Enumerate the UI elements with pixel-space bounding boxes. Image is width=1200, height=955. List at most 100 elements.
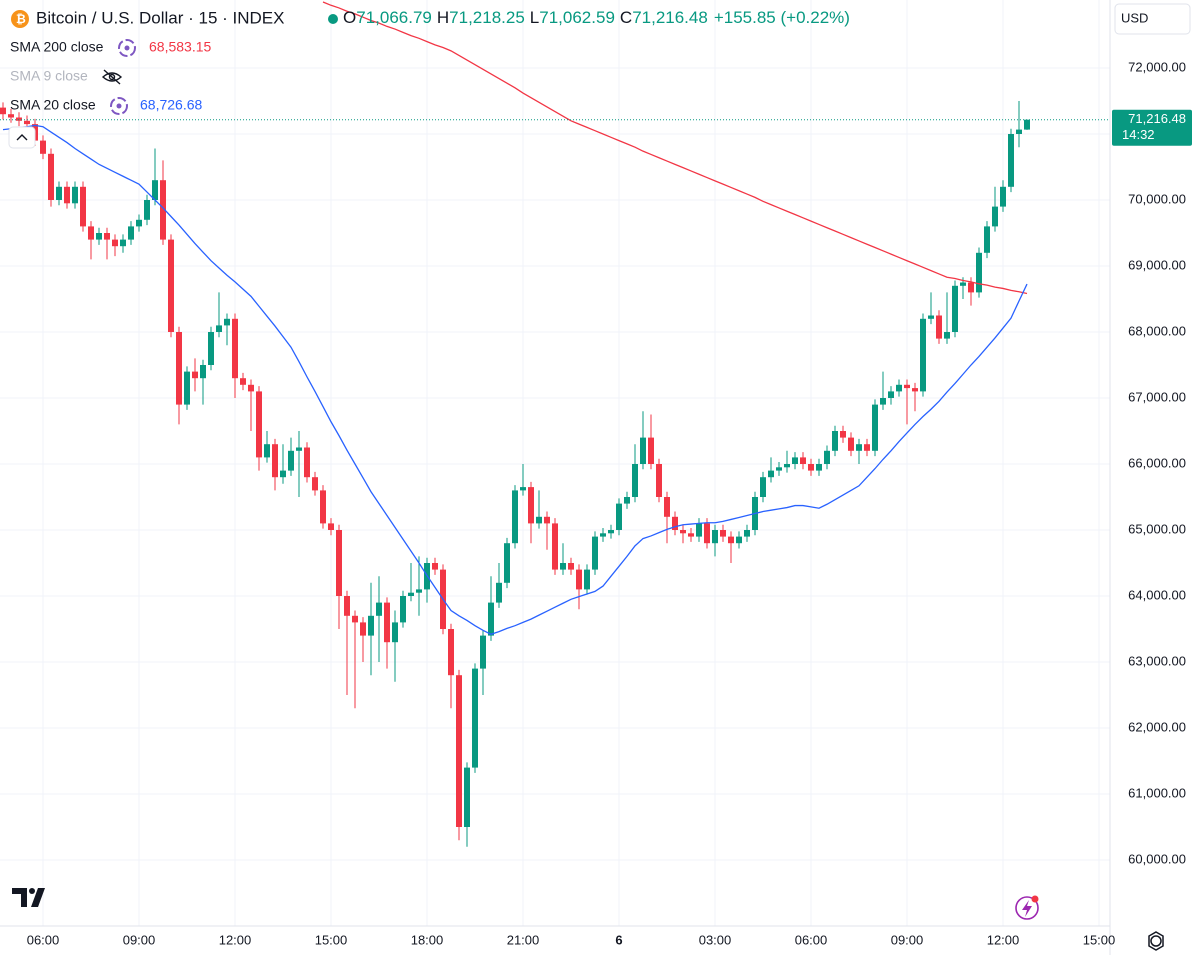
indicator-icon[interactable] bbox=[110, 97, 128, 115]
y-tick-label: 61,000.00 bbox=[1128, 785, 1186, 800]
candle-body bbox=[56, 186, 62, 200]
candle-body bbox=[368, 615, 374, 636]
candle-body bbox=[888, 391, 894, 398]
candle-body bbox=[968, 282, 974, 293]
x-tick-label: 12:00 bbox=[219, 932, 252, 947]
alert-icon[interactable] bbox=[1015, 895, 1039, 920]
candle-body bbox=[264, 444, 270, 458]
candle-body bbox=[296, 447, 302, 451]
candle-body bbox=[776, 467, 782, 471]
candle-body bbox=[840, 431, 846, 438]
candle-body bbox=[8, 114, 14, 118]
candle-body bbox=[912, 388, 918, 392]
candle-body bbox=[1024, 119, 1030, 130]
candle-body bbox=[664, 497, 670, 517]
indicator-name: SMA 9 close bbox=[10, 68, 88, 84]
candle-body bbox=[760, 477, 766, 497]
indicator-icon[interactable] bbox=[118, 39, 136, 57]
candle-body bbox=[696, 523, 702, 537]
grid bbox=[0, 0, 1110, 926]
candle-body bbox=[392, 622, 398, 643]
candle-body bbox=[416, 589, 422, 593]
candle-body bbox=[928, 315, 934, 319]
candle-body bbox=[832, 431, 838, 451]
candle-body bbox=[792, 457, 798, 464]
candle-body bbox=[784, 464, 790, 468]
sma-line bbox=[2, 124, 1028, 635]
indicator-legend: SMA 200 close 68,583.15 SMA 9 close SMA … bbox=[8, 39, 211, 149]
indicator-name: SMA 20 close bbox=[10, 97, 96, 113]
candle-body bbox=[240, 378, 246, 385]
candle-body bbox=[672, 516, 678, 530]
coin-icon bbox=[11, 10, 29, 28]
candle-body bbox=[312, 477, 318, 491]
candle-body bbox=[64, 186, 70, 204]
x-tick-label: 03:00 bbox=[699, 932, 732, 947]
candle-body bbox=[816, 464, 822, 471]
y-tick-label: 72,000.00 bbox=[1128, 59, 1186, 74]
x-tick-label: 18:00 bbox=[411, 932, 444, 947]
countdown-label: 14:32 bbox=[1122, 127, 1155, 142]
candle-body bbox=[1000, 186, 1006, 207]
candle-body bbox=[360, 622, 366, 636]
x-tick-label: 15:00 bbox=[1083, 932, 1116, 947]
candle-body bbox=[544, 516, 550, 524]
candle-body bbox=[960, 282, 966, 286]
candle-body bbox=[704, 523, 710, 544]
candle-body bbox=[0, 107, 6, 115]
indicator-value: 68,726.68 bbox=[140, 97, 202, 113]
header: ₿ Bitcoin / U.S. Dollar · 15 · INDEX O71… bbox=[11, 8, 850, 28]
candle-body bbox=[808, 464, 814, 471]
candle-body bbox=[256, 391, 262, 458]
candle-body bbox=[904, 384, 910, 389]
candle-body bbox=[24, 120, 30, 125]
candle-body bbox=[640, 437, 646, 464]
candle-body bbox=[280, 470, 286, 478]
market-status-dot bbox=[328, 14, 338, 24]
y-tick-label: 70,000.00 bbox=[1128, 191, 1186, 206]
candle-body bbox=[176, 332, 182, 405]
candle-body bbox=[168, 239, 174, 332]
candle-body bbox=[576, 569, 582, 590]
visibility-icon[interactable] bbox=[101, 69, 123, 85]
candle-body bbox=[216, 325, 222, 332]
candle-body bbox=[632, 464, 638, 497]
candle-body bbox=[864, 444, 870, 451]
candle-body bbox=[320, 490, 326, 524]
coin-symbol: ₿ bbox=[16, 12, 26, 26]
y-tick-label: 67,000.00 bbox=[1128, 389, 1186, 404]
currency-button[interactable]: USD bbox=[1114, 3, 1191, 35]
symbol-title: Bitcoin / U.S. Dollar · 15 · INDEX bbox=[36, 8, 284, 27]
settings-icon[interactable] bbox=[1148, 931, 1164, 951]
y-tick-label: 60,000.00 bbox=[1128, 851, 1186, 866]
candle-body bbox=[896, 384, 902, 392]
candle-body bbox=[1016, 129, 1022, 134]
ohlc-legend: O71,066.79 H71,218.25 L71,062.59 C71,216.48… bbox=[343, 8, 850, 27]
candle-body bbox=[448, 629, 454, 676]
candle-body bbox=[288, 450, 294, 471]
sma-line bbox=[322, 1, 1028, 295]
candle-body bbox=[944, 332, 950, 339]
candle-body bbox=[504, 543, 510, 583]
candle-body bbox=[192, 371, 198, 379]
candle-body bbox=[16, 117, 22, 121]
candle-body bbox=[992, 206, 998, 227]
y-tick-label: 69,000.00 bbox=[1128, 257, 1186, 272]
candle-body bbox=[1008, 134, 1014, 187]
y-tick-label: 66,000.00 bbox=[1128, 455, 1186, 470]
candle-body bbox=[456, 675, 462, 827]
candle-body bbox=[936, 315, 942, 339]
candle-body bbox=[952, 285, 958, 332]
collapse-legend-button[interactable] bbox=[8, 126, 36, 149]
candle-body bbox=[976, 252, 982, 293]
candle-body bbox=[160, 180, 166, 240]
candle-body bbox=[40, 140, 46, 154]
x-tick-label: 21:00 bbox=[507, 932, 540, 947]
candle-body bbox=[272, 444, 278, 478]
candle-body bbox=[624, 497, 630, 504]
candle-body bbox=[80, 186, 86, 227]
candle-body bbox=[680, 530, 686, 534]
x-tick-label: 09:00 bbox=[123, 932, 156, 947]
